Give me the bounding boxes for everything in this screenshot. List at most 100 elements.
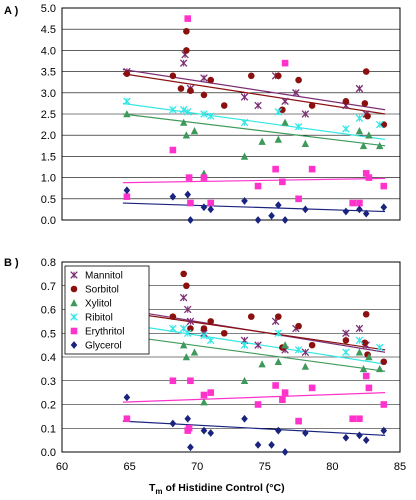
- point-ribitol: [183, 108, 192, 116]
- y-tick-label: 0.5: [41, 328, 56, 340]
- panel-a-y-tick-labels: 0.0 0.5 1.0 1.5 2.0 2.5 3.0 3.5 4.0 4.5 5.0: [41, 3, 56, 227]
- trendline-ribitol: [122, 102, 386, 141]
- point-mannitol: [254, 101, 262, 110]
- point-xylitol: [355, 348, 364, 356]
- point-ribitol: [200, 110, 208, 118]
- y-tick-label: 0.4: [41, 352, 56, 364]
- point-sorbitol: [183, 28, 190, 35]
- point-glycerol: [268, 211, 275, 220]
- y-tick-label: 0.2: [41, 400, 56, 412]
- point-sorbitol: [362, 68, 370, 75]
- point-xylitol: [258, 360, 266, 368]
- point-glycerol: [169, 192, 177, 201]
- point-sorbitol: [169, 72, 177, 80]
- point-ribitol: [206, 112, 215, 120]
- legend-label: Xylitol: [85, 299, 112, 310]
- point-glycerol: [254, 216, 262, 224]
- legend-box: [64, 265, 150, 355]
- point-sorbitol: [308, 341, 316, 349]
- point-ribitol: [169, 324, 177, 333]
- point-erythritol: [295, 195, 302, 203]
- point-sorbitol: [183, 47, 190, 54]
- legend-label: Erythritol: [85, 327, 124, 338]
- point-erythritol: [187, 199, 194, 207]
- point-sorbitol: [342, 337, 350, 344]
- point-ribitol: [123, 97, 131, 106]
- point-erythritol: [279, 178, 286, 186]
- point-xylitol: [190, 127, 199, 135]
- point-glycerol: [275, 201, 282, 210]
- point-erythritol: [185, 174, 193, 181]
- y-tick-label: 0.8: [41, 257, 56, 269]
- x-tick-label: 80: [326, 461, 338, 473]
- point-sorbitol: [187, 87, 194, 94]
- point-ribitol: [294, 346, 303, 354]
- point-xylitol: [376, 141, 384, 150]
- point-glycerol: [254, 440, 262, 449]
- point-sorbitol: [180, 270, 187, 278]
- point-sorbitol: [187, 325, 194, 332]
- point-ribitol: [240, 118, 249, 127]
- point-sorbitol: [200, 91, 208, 99]
- y-tick-label: 4.5: [41, 24, 56, 36]
- panel-b-x-tick-labels: 60 65 70 75 80 85: [56, 461, 406, 473]
- point-sorbitol: [308, 102, 316, 109]
- point-sorbitol: [342, 97, 350, 105]
- point-glycerol: [356, 205, 363, 214]
- y-tick-label: 1.0: [41, 173, 56, 185]
- legend-item-mannitol: Mannitol: [70, 271, 123, 282]
- point-erythritol: [295, 417, 302, 425]
- legend-item-erythritol: Erythritol: [70, 327, 124, 338]
- point-erythritol: [279, 396, 286, 404]
- point-glycerol: [342, 207, 350, 216]
- point-glycerol: [342, 433, 350, 442]
- point-xylitol: [240, 376, 249, 385]
- point-glycerol: [281, 216, 289, 224]
- point-sorbitol: [200, 325, 208, 332]
- point-xylitol: [359, 364, 368, 373]
- point-erythritol: [169, 377, 177, 385]
- x-tick-label: 65: [123, 461, 135, 473]
- point-glycerol: [302, 205, 309, 214]
- panel-a-label: A ): [4, 5, 19, 17]
- point-xylitol: [182, 131, 191, 139]
- trendline-glycerol: [122, 202, 386, 213]
- point-sorbitol: [220, 329, 228, 337]
- point-mannitol: [179, 293, 188, 302]
- point-sorbitol: [361, 339, 369, 347]
- point-erythritol: [365, 174, 373, 181]
- point-erythritol: [200, 174, 208, 181]
- legend-item-sorbitol: Sorbitol: [70, 285, 119, 296]
- point-sorbitol: [183, 282, 190, 290]
- point-sorbitol: [364, 112, 371, 120]
- point-ribitol: [274, 329, 283, 338]
- legend-item-glycerol: Glycerol: [70, 341, 122, 352]
- point-erythritol: [362, 372, 370, 380]
- point-erythritol: [362, 170, 370, 177]
- point-sorbitol: [361, 100, 369, 107]
- point-xylitol: [281, 118, 289, 126]
- point-erythritol: [281, 59, 289, 67]
- point-ribitol: [179, 106, 188, 114]
- trendline-ribitol: [122, 323, 386, 365]
- point-glycerol: [123, 186, 131, 195]
- point-glycerol: [356, 431, 363, 440]
- point-sorbitol: [295, 76, 302, 84]
- point-erythritol: [356, 415, 363, 423]
- point-glycerol: [281, 448, 289, 456]
- trendline-erythritol: [122, 177, 386, 184]
- y-tick-label: 4.0: [41, 45, 56, 57]
- point-xylitol: [301, 362, 310, 370]
- point-erythritol: [272, 165, 279, 173]
- legend-label: Mannitol: [85, 271, 123, 282]
- y-tick-label: 3.5: [41, 67, 56, 79]
- point-mannitol: [292, 89, 300, 97]
- point-xylitol: [179, 118, 188, 126]
- point-sorbitol: [275, 72, 282, 80]
- panel-b: B ) 0.0 0.1 0.2 0.3 0.4 0.5 0.6 0.7 0.8 60 65 70 75…: [4, 257, 406, 496]
- point-mannitol: [240, 93, 249, 101]
- y-tick-label: 5.0: [41, 3, 56, 15]
- x-tick-label: 75: [259, 461, 271, 473]
- legend-item-xylitol: Xylitol: [70, 299, 112, 310]
- point-erythritol: [123, 193, 131, 200]
